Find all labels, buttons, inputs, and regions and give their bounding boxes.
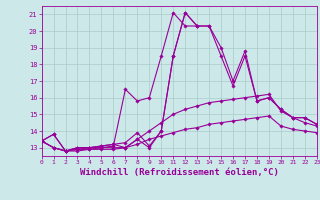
- X-axis label: Windchill (Refroidissement éolien,°C): Windchill (Refroidissement éolien,°C): [80, 168, 279, 177]
